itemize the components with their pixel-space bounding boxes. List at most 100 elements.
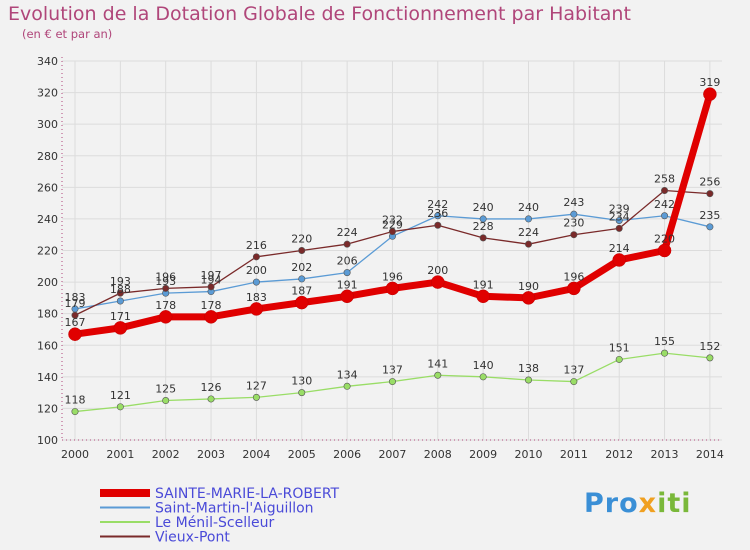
data-label: 125	[155, 383, 176, 396]
proxiti-logo: Proxiti	[584, 488, 692, 519]
x-tick-label: 2001	[106, 448, 134, 461]
data-point	[252, 278, 260, 286]
data-point	[524, 240, 532, 248]
data-label: 140	[473, 359, 494, 372]
data-label: 206	[337, 255, 358, 268]
data-label: 126	[201, 381, 222, 394]
data-label: 151	[609, 341, 630, 354]
data-point	[204, 310, 218, 324]
data-point	[661, 186, 669, 194]
data-point	[615, 355, 623, 363]
data-point	[661, 212, 669, 220]
data-label: 196	[155, 270, 176, 283]
y-tick-label: 340	[37, 55, 58, 68]
data-label: 141	[427, 357, 448, 370]
data-label: 220	[654, 233, 675, 246]
y-tick-label: 140	[37, 371, 58, 384]
data-point	[615, 216, 623, 224]
data-label: 242	[654, 198, 675, 211]
data-point	[434, 212, 442, 220]
data-label: 194	[201, 274, 222, 287]
data-label: 134	[337, 368, 358, 381]
y-tick-label: 100	[37, 434, 58, 447]
data-point	[706, 190, 714, 198]
legend-label: Saint-Martin-l'Aiguillon	[155, 501, 314, 517]
data-point	[657, 243, 672, 258]
data-point	[479, 373, 487, 381]
data-label: 258	[654, 172, 675, 185]
y-tick-label: 320	[37, 87, 58, 100]
data-label: 229	[382, 218, 403, 231]
x-tick-label: 2013	[651, 448, 679, 461]
x-tick-label: 2011	[560, 448, 588, 461]
data-point	[388, 378, 396, 386]
data-label: 240	[518, 201, 539, 214]
data-point	[524, 215, 532, 223]
data-point	[162, 284, 170, 292]
data-label: 228	[473, 220, 494, 233]
data-label: 179	[65, 297, 86, 310]
y-tick-label: 120	[37, 402, 58, 415]
data-point	[524, 376, 532, 384]
data-point	[340, 289, 354, 304]
x-tick-label: 2014	[696, 448, 724, 461]
data-point	[570, 231, 578, 239]
data-point	[252, 393, 260, 401]
x-tick-label: 2005	[288, 448, 316, 461]
data-label: 191	[337, 278, 358, 291]
data-label: 256	[699, 176, 720, 189]
data-point	[249, 302, 264, 316]
data-label: 190	[518, 280, 539, 293]
y-tick-label: 280	[37, 150, 58, 163]
data-label: 239	[609, 202, 630, 215]
legend-label: Vieux-Pont	[155, 530, 230, 546]
legend-label: Le Ménil-Scelleur	[155, 515, 274, 531]
data-label: 187	[291, 285, 312, 298]
y-tick-label: 160	[37, 339, 58, 352]
data-point	[476, 289, 490, 304]
data-label: 224	[337, 226, 358, 239]
data-point	[479, 215, 487, 223]
data-point	[298, 275, 306, 283]
data-label: 118	[65, 394, 86, 407]
x-tick-label: 2004	[242, 448, 270, 461]
data-point	[661, 349, 669, 357]
data-point	[298, 389, 306, 397]
data-label: 152	[699, 340, 720, 353]
data-label: 137	[563, 364, 584, 377]
data-point	[68, 327, 82, 341]
data-label: 234	[609, 210, 630, 223]
x-tick-label: 2006	[333, 448, 361, 461]
data-point	[113, 321, 128, 335]
data-point	[570, 378, 578, 386]
data-point	[615, 224, 623, 232]
chart-subtitle: (en € et par an)	[22, 27, 113, 41]
data-point	[706, 354, 714, 362]
x-tick-label: 2002	[152, 448, 180, 461]
data-label: 232	[382, 214, 403, 227]
data-point	[158, 310, 173, 324]
data-label: 121	[110, 389, 131, 402]
y-tick-label: 240	[37, 213, 58, 226]
data-point	[71, 408, 79, 416]
x-tick-label: 2008	[424, 448, 452, 461]
data-point	[431, 275, 445, 289]
data-label: 183	[246, 291, 267, 304]
x-tick-label: 2009	[469, 448, 497, 461]
x-tick-label: 2003	[197, 448, 225, 461]
data-label: 319	[699, 76, 720, 89]
y-tick-label: 300	[37, 118, 58, 131]
data-label: 235	[699, 209, 720, 222]
data-label: 178	[155, 299, 176, 312]
legend-label: SAINTE-MARIE-LA-ROBERT	[155, 486, 340, 502]
x-tick-label: 2010	[515, 448, 543, 461]
data-label: 191	[473, 278, 494, 291]
data-label: 178	[201, 299, 222, 312]
data-label: 196	[563, 270, 584, 283]
data-point	[385, 281, 400, 296]
data-point	[343, 382, 351, 390]
data-label: 138	[518, 362, 539, 375]
data-point	[703, 87, 717, 101]
data-label: 214	[609, 242, 630, 255]
